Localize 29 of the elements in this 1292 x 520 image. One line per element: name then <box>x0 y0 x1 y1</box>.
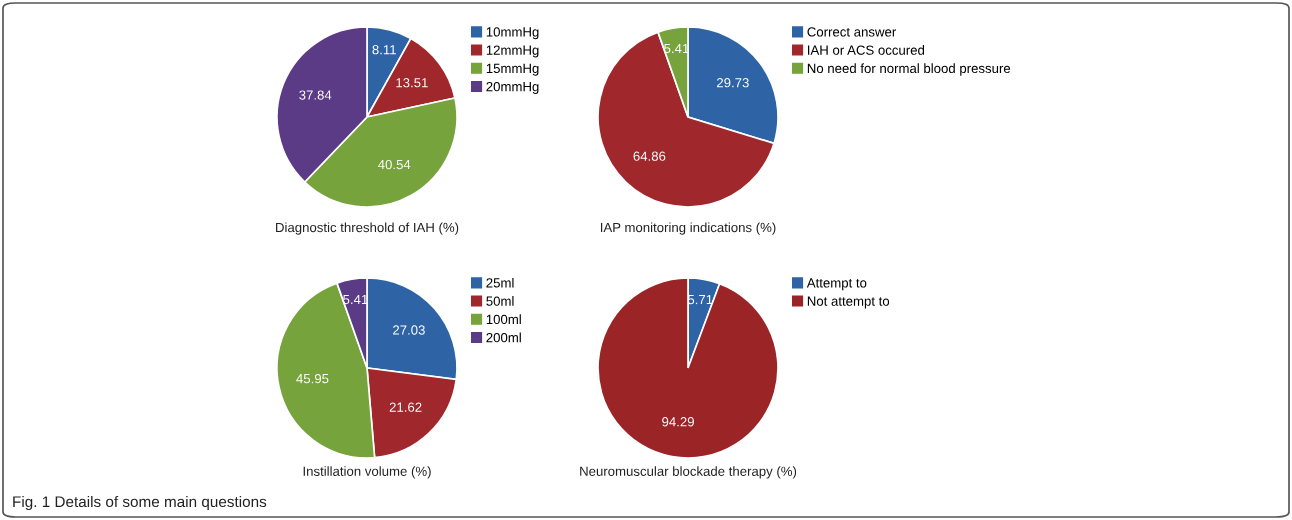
text: IAP monitoring indications (%) <box>600 222 776 235</box>
legend-label: IAH or ACS occured <box>808 45 925 55</box>
legend-label: 200ml <box>486 332 521 343</box>
legend-label: Correct answer <box>807 27 897 37</box>
legend-label: 100ml <box>486 314 521 325</box>
caption: Fig. 1 Details of some main questions <box>13 495 267 511</box>
legend-label: 25ml <box>486 277 514 288</box>
data-label: 13.51 <box>396 78 428 88</box>
legend-label: 15mmHg <box>486 63 539 76</box>
legend-label: Attempt to <box>806 278 867 291</box>
text: Diagnostic threshold of IAH (%) <box>276 222 459 235</box>
legend-label: 10mmHg <box>486 27 539 40</box>
data-label: 29.73 <box>717 78 749 88</box>
data-label: 94.29 <box>662 417 694 427</box>
data-label: 8.11 <box>372 45 396 55</box>
data-label: 45.95 <box>296 373 329 384</box>
legend-label: 12mmHg <box>486 45 539 58</box>
legend-label: Not attempt to <box>807 296 890 309</box>
pie-slice <box>597 277 779 459</box>
legend-label: 50ml <box>486 296 514 306</box>
text: Instillation volume (%) <box>303 466 431 479</box>
data-label: 27.03 <box>393 325 425 335</box>
legend-label: No need for normal blood pressure <box>807 63 1011 76</box>
data-label: 64.86 <box>633 151 666 161</box>
data-label: 37.84 <box>299 90 332 100</box>
text: Neuromuscular blockade therapy (%) <box>580 466 797 479</box>
legend-label: 20mmHg <box>486 81 539 94</box>
data-label: 21.62 <box>389 402 422 412</box>
data-label: 40.54 <box>378 159 411 170</box>
